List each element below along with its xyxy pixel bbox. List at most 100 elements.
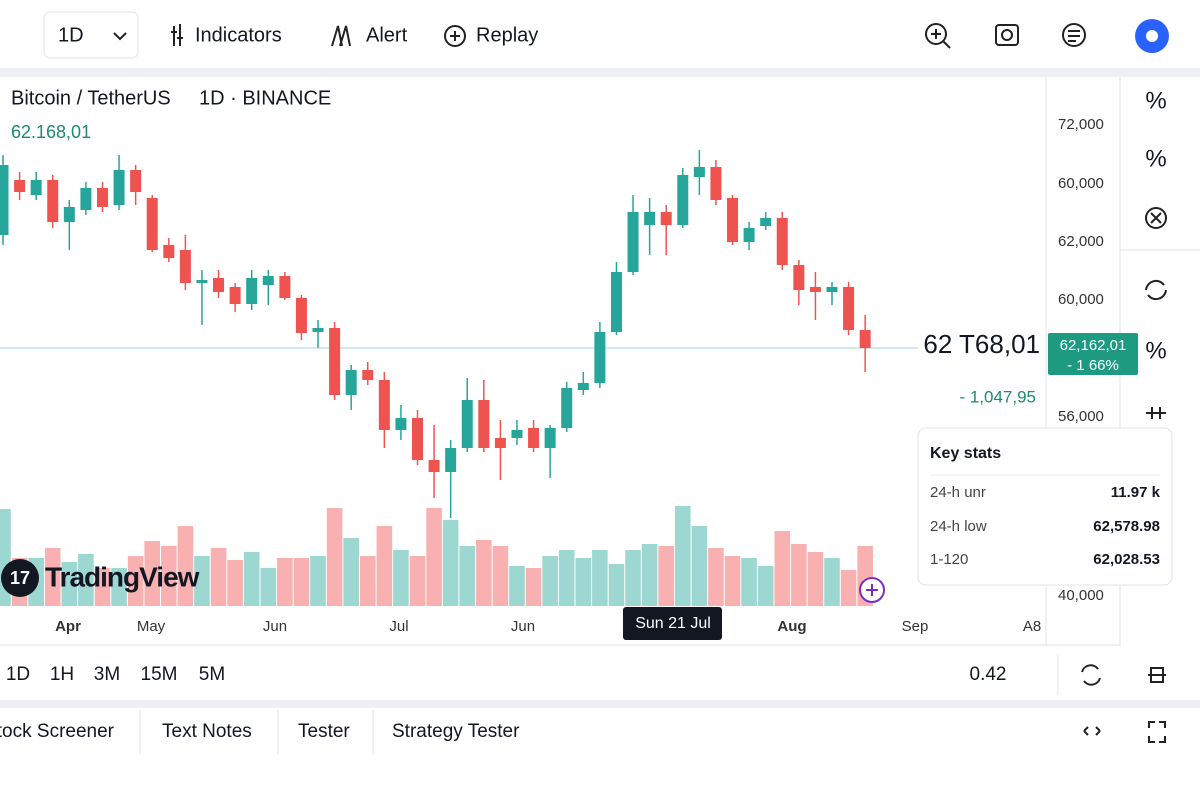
candle-body	[494, 438, 506, 448]
time-axis-label: Sep	[902, 618, 929, 635]
refresh-icon[interactable]	[1145, 279, 1167, 301]
candle-body	[295, 298, 307, 333]
candle-body	[544, 428, 556, 448]
timeframe-button[interactable]: 15M	[141, 664, 178, 685]
time-axis-label: May	[137, 618, 166, 635]
timeframe-button[interactable]: 3M	[94, 664, 120, 685]
zoom-icon[interactable]	[925, 23, 947, 45]
price-axis-label: 60,000	[1058, 175, 1104, 192]
ruler-icon[interactable]	[1146, 407, 1166, 419]
timeframe-button[interactable]: 5M	[199, 664, 225, 685]
time-axis-label: Jun	[263, 618, 287, 635]
candle-body	[445, 448, 457, 472]
volume-bar	[641, 544, 658, 606]
candle-body	[246, 278, 258, 304]
tool-icon-x	[1150, 212, 1162, 224]
volume-bar	[376, 526, 393, 606]
candle-body	[196, 280, 208, 283]
volume-bar	[393, 550, 409, 606]
volume-bar	[243, 552, 260, 606]
price-axis-label: 72,000	[1058, 116, 1104, 133]
toolbar-button[interactable]: Indicators	[195, 24, 282, 46]
candle-body	[329, 328, 341, 395]
timeframe-button[interactable]: 1D	[6, 664, 30, 685]
volume-bar	[111, 568, 127, 606]
time-axis-label: Jul	[389, 618, 408, 635]
interval-select[interactable]	[43, 11, 139, 59]
fullscreen-icon[interactable]	[1148, 721, 1166, 743]
volume-bar	[575, 558, 592, 606]
volume-bar	[426, 508, 442, 606]
volume-bar	[177, 526, 194, 606]
tool-button[interactable]: %	[1145, 145, 1166, 172]
timeframe-button[interactable]: 1H	[50, 664, 74, 685]
time-axis-label: Apr	[55, 618, 81, 635]
volume-bar	[658, 546, 674, 606]
volume-bar	[94, 568, 111, 606]
camera-lens	[1001, 29, 1013, 41]
toolbar-separator	[0, 68, 1200, 77]
sync-icon[interactable]	[1081, 664, 1101, 686]
candle-body	[776, 218, 788, 265]
price-axis-label: 60,000	[1058, 291, 1104, 308]
panel-tab[interactable]: Strategy Tester	[392, 721, 520, 742]
volume-bar	[674, 506, 691, 606]
time-axis-label: Aug	[777, 618, 806, 635]
volume-bar	[277, 558, 293, 606]
candle-body	[262, 276, 274, 285]
price-axis-label: 62,000	[1058, 233, 1104, 250]
panel-tab[interactable]: Stock Screener	[0, 721, 115, 742]
watermark-logo-text: 17	[10, 568, 30, 588]
price-axis-label: 40,000	[1058, 587, 1104, 604]
candle-body	[478, 400, 490, 448]
candle-body	[47, 180, 59, 222]
panel-tab[interactable]: Text Notes	[162, 721, 252, 742]
price-axis-label: 56,000	[1058, 408, 1104, 425]
tool-button[interactable]: %	[1145, 87, 1166, 114]
volume-bar	[144, 541, 161, 606]
candle-body	[395, 418, 407, 430]
volume-bar	[293, 558, 310, 606]
volume-bar	[592, 550, 608, 606]
chevron-icon	[113, 32, 127, 41]
camera-icon[interactable]	[995, 24, 1019, 46]
candle-body	[378, 380, 390, 430]
badge-change: - 1 66%	[1067, 357, 1119, 374]
candle-body	[660, 212, 672, 225]
volume-layer	[0, 506, 873, 606]
target-icon[interactable]	[1148, 667, 1166, 683]
collapse-icon[interactable]	[1083, 726, 1101, 736]
price-change: - 1,047,95	[959, 387, 1036, 406]
menu-icon[interactable]	[1062, 23, 1086, 47]
candle-body	[859, 330, 871, 348]
volume-bar	[476, 540, 492, 606]
last-price: 62 T68,01	[923, 329, 1040, 359]
candle-body	[561, 388, 573, 428]
volume-bar	[161, 546, 177, 606]
panel-tab[interactable]: Tester	[298, 721, 350, 742]
candle-body	[809, 287, 821, 292]
volume-bar	[625, 550, 641, 606]
candle-body	[511, 430, 523, 438]
toolbar-button[interactable]: Replay	[476, 24, 538, 46]
stat-value: 62,578.98	[1093, 518, 1160, 535]
candle-body	[80, 188, 92, 210]
tool-icon[interactable]	[1145, 207, 1167, 229]
candle-body	[594, 332, 606, 383]
candle-body	[644, 212, 656, 225]
candle-body	[727, 198, 739, 242]
zoom-icon-handle	[931, 29, 951, 49]
candle-body	[312, 328, 324, 332]
volume-bar	[61, 562, 78, 606]
candle-body	[743, 228, 755, 242]
volume-bar	[44, 548, 61, 606]
volume-bar	[194, 556, 210, 606]
volume-bar	[558, 550, 575, 606]
toolbar-button[interactable]: Alert	[366, 24, 408, 46]
volume-bar	[0, 509, 11, 606]
stat-label: 1-120	[930, 551, 968, 568]
tool-button[interactable]: %	[1145, 337, 1166, 364]
volume-bar	[310, 556, 326, 606]
